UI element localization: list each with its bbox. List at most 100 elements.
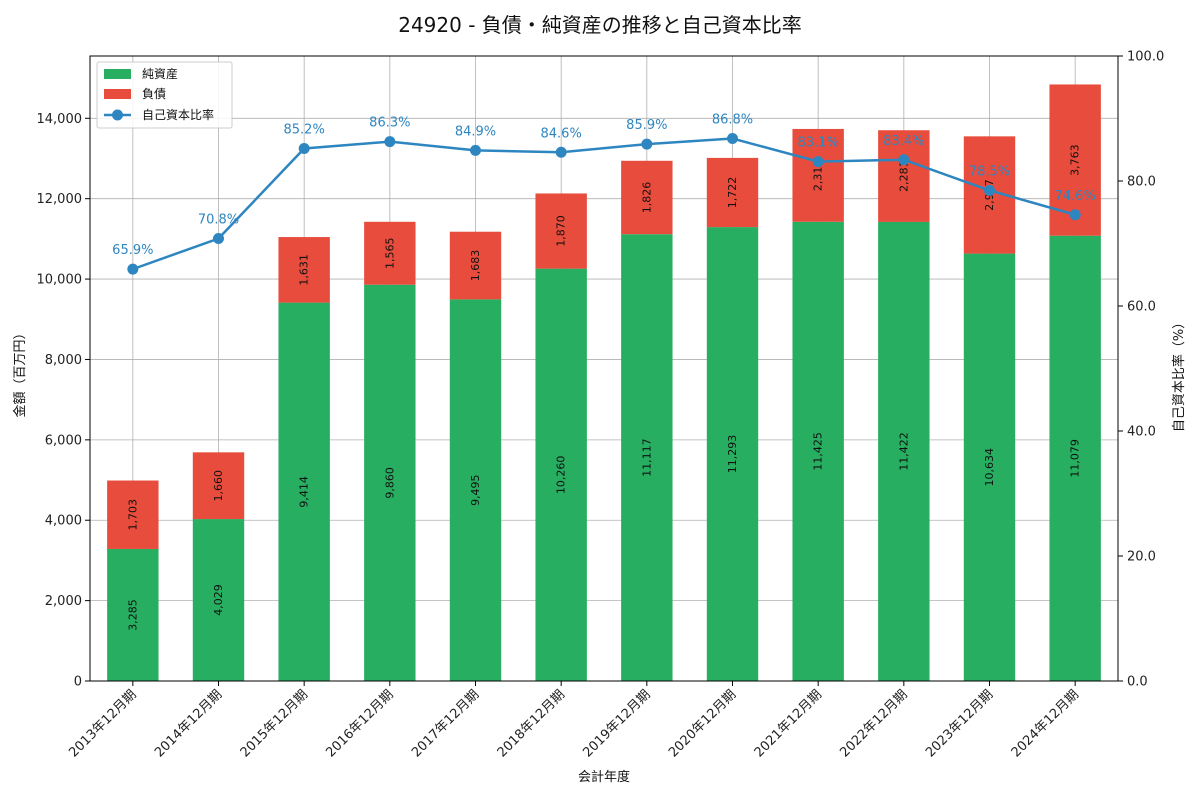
ratio-line: 65.9% 70.8% 85.2% 86.3% 84.9% 84.6% 85.9% 86.8%… [112,113,1096,275]
bar-net-assets [278,302,330,681]
ratio-point [984,184,995,196]
bar-label-net-assets: 9,495 [469,474,482,506]
bar-label-liabilities: 1,703 [126,499,139,531]
legend: 純資産 負債 自己資本比率 [96,61,233,129]
ratio-point [470,144,481,156]
x-tick-label: 2019年12月期 [580,687,653,760]
ratio-point [384,136,396,148]
bar-label-liabilities: 1,565 [383,237,396,268]
x-tick-label: 2016年12月期 [323,687,396,760]
bar-liabilities [878,130,930,222]
bar-label-liabilities: 1,631 [298,254,311,286]
bar-label-net-assets: 9,860 [383,467,396,499]
bar-liabilities [364,221,416,285]
bar-net-assets [192,519,245,681]
y2-tick-label: 0.0 [1127,675,1148,690]
bar-label-liabilities: 2,310 [812,160,825,192]
bar-label-liabilities: 1,722 [726,177,739,209]
bar-label-liabilities: 1,683 [469,250,482,282]
bar-label-liabilities: 1,826 [640,182,653,214]
y-tick-label: 0 [74,675,82,690]
bar-label-net-assets: 11,425 [812,432,825,471]
plot-frame [89,55,1119,682]
bar-label-net-assets: 11,293 [726,435,739,474]
bars: 3,285 1,703 4,029 1,660 9,414 1,631 9,860 1,565… [107,84,1101,682]
legend-swatch-net-assets [104,69,131,79]
ratio-label: 83.4% [883,134,924,149]
y2-tick-label: 20.0 [1127,550,1156,565]
ratio-point [555,146,567,158]
y-tick-label: 14,000 [37,112,83,127]
x-tick-label: 2013年12月期 [66,687,139,760]
y-tick-label: 8,000 [45,353,82,368]
legend-label-net-assets: 純資産 [142,66,178,81]
bar-liabilities [278,237,330,303]
bar-net-assets [449,299,502,681]
bar-net-assets [1049,235,1101,681]
legend-swatch-liabilities [104,89,131,99]
x-tick-label: 2017年12月期 [409,687,482,760]
bar-label-liabilities: 3,763 [1069,144,1082,176]
bar-label-net-assets: 4,029 [212,584,225,616]
ratio-label: 83.1% [798,136,839,151]
ratio-label: 86.3% [369,116,410,131]
bar-label-net-assets: 3,285 [126,599,139,631]
ratio-point [127,263,139,275]
y2-axis-label: 自己資本比率（%） [1171,316,1187,432]
bar-liabilities [192,452,245,520]
x-tick-label: 2020年12月期 [666,687,739,760]
bar-net-assets [792,221,844,681]
bar-net-assets [107,548,159,681]
y2-tick-label: 80.0 [1127,175,1156,190]
ratio-point [1069,209,1081,221]
bar-label-net-assets: 9,414 [298,476,311,508]
y-tick-label: 6,000 [45,433,82,448]
bar-liabilities [107,480,159,549]
y2-tick-label: 100.0 [1127,50,1164,65]
bar-net-assets [364,284,416,681]
x-tick-label: 2018年12月期 [495,687,568,760]
bar-liabilities [792,128,844,222]
bar-label-net-assets: 11,079 [1069,439,1082,478]
bar-net-assets [706,227,759,681]
ratio-label: 84.6% [541,126,582,141]
bar-label-liabilities: 1,870 [555,215,568,247]
y2-tick-label: 40.0 [1127,425,1156,440]
y-tick-label: 12,000 [37,192,83,207]
bar-net-assets [963,253,1016,681]
y-tick-label: 2,000 [45,594,82,609]
ratio-point [298,143,310,154]
bar-label-net-assets: 11,117 [640,438,653,477]
ratio-point [812,156,824,168]
x-tick-label: 2021年12月期 [752,687,825,760]
x-tick-label: 2024年12月期 [1009,687,1082,760]
bar-liabilities [535,193,587,269]
x-tick-label: 2022年12月期 [837,687,910,760]
legend-swatch-ratio-marker [112,109,123,121]
ratio-label: 65.9% [112,243,153,258]
ratio-label: 86.8% [712,113,753,128]
ratio-point [213,233,224,244]
bar-net-assets [878,221,930,682]
legend-label-ratio: 自己資本比率 [142,107,214,122]
ratio-point [727,133,738,144]
bar-liabilities [706,157,759,228]
bar-net-assets [621,234,673,682]
bar-label-net-assets: 11,422 [897,432,910,471]
x-tick-label: 2014年12月期 [152,687,225,760]
bar-label-net-assets: 10,260 [555,456,568,495]
y-tick-label: 4,000 [45,514,82,529]
y-axis-label: 金額（百万円） [12,326,28,417]
ratio-label: 85.9% [626,118,667,133]
bar-label-net-assets: 10,634 [983,448,996,487]
ratio-label: 84.9% [455,124,496,139]
legend-label-liabilities: 負債 [142,86,166,101]
ratio-point [898,154,910,166]
bar-label-liabilities: 1,660 [212,470,225,502]
ratio-point [641,138,653,150]
y2-tick-label: 60.0 [1127,300,1156,315]
x-axis-label: 会計年度 [578,769,630,785]
bar-liabilities [621,160,673,235]
ratio-label: 74.6% [1055,189,1096,204]
